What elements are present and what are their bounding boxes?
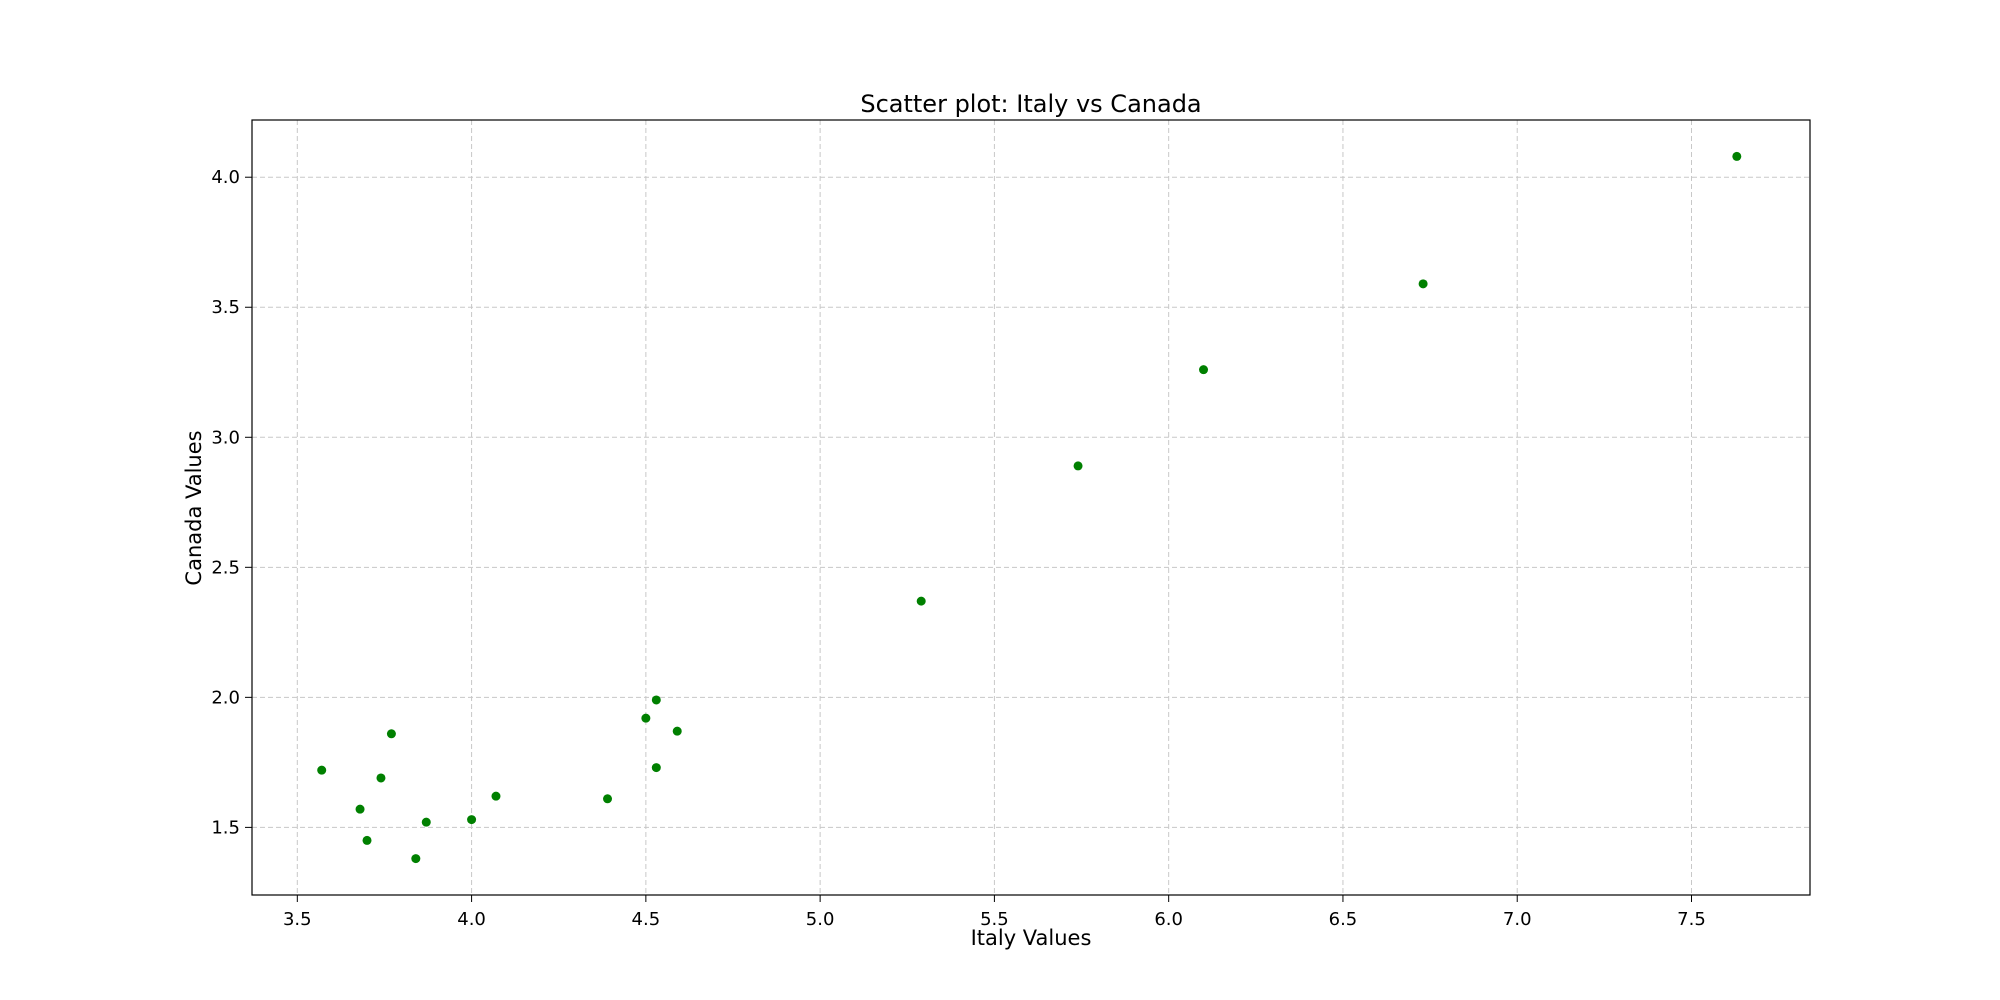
data-point — [355, 804, 365, 814]
x-tick-label: 4.5 — [632, 909, 661, 930]
x-axis-label: Italy Values — [971, 926, 1092, 950]
x-tick-label: 7.0 — [1503, 909, 1532, 930]
data-point — [641, 713, 651, 723]
x-tick-label: 7.5 — [1677, 909, 1706, 930]
y-tick-label: 3.0 — [211, 427, 240, 448]
grid — [252, 120, 1810, 895]
plot-frame — [251, 119, 1811, 896]
data-point — [651, 695, 661, 705]
x-tick-label: 6.5 — [1329, 909, 1358, 930]
y-tick-label: 4.0 — [211, 167, 240, 188]
y-tick-label: 3.5 — [211, 297, 240, 318]
chart-title: Scatter plot: Italy vs Canada — [860, 90, 1201, 118]
x-tick-label: 5.5 — [980, 909, 1009, 930]
data-point — [421, 817, 431, 827]
data-point — [317, 765, 327, 775]
y-tick-label: 1.5 — [211, 817, 240, 838]
data-point — [1732, 151, 1742, 161]
data-point — [603, 794, 613, 804]
x-tick-label: 6.0 — [1154, 909, 1183, 930]
x-axis-ticks: 3.5 4.0 4.5 5.0 5.5 6.0 6.5 7.0 7.5 — [283, 895, 1706, 930]
y-tick-label: 2.0 — [211, 687, 240, 708]
data-point — [491, 791, 501, 801]
x-tick-label: 5.0 — [806, 909, 835, 930]
data-point — [1418, 279, 1428, 289]
x-tick-label: 3.5 — [283, 909, 312, 930]
y-tick-label: 2.5 — [211, 557, 240, 578]
data-point — [1199, 365, 1209, 375]
data-point — [1073, 461, 1083, 471]
data-point — [386, 729, 396, 739]
y-axis-label: Canada Values — [182, 430, 206, 585]
data-point — [362, 835, 372, 845]
data-point — [467, 815, 477, 825]
data-point — [376, 773, 386, 783]
x-tick-label: 4.0 — [457, 909, 486, 930]
data-point — [411, 854, 421, 864]
y-axis-ticks: 1.5 2.0 2.5 3.0 3.5 4.0 — [211, 167, 252, 838]
data-point — [672, 726, 682, 736]
data-point — [651, 763, 661, 773]
data-points — [317, 151, 1742, 864]
data-point — [916, 596, 926, 606]
